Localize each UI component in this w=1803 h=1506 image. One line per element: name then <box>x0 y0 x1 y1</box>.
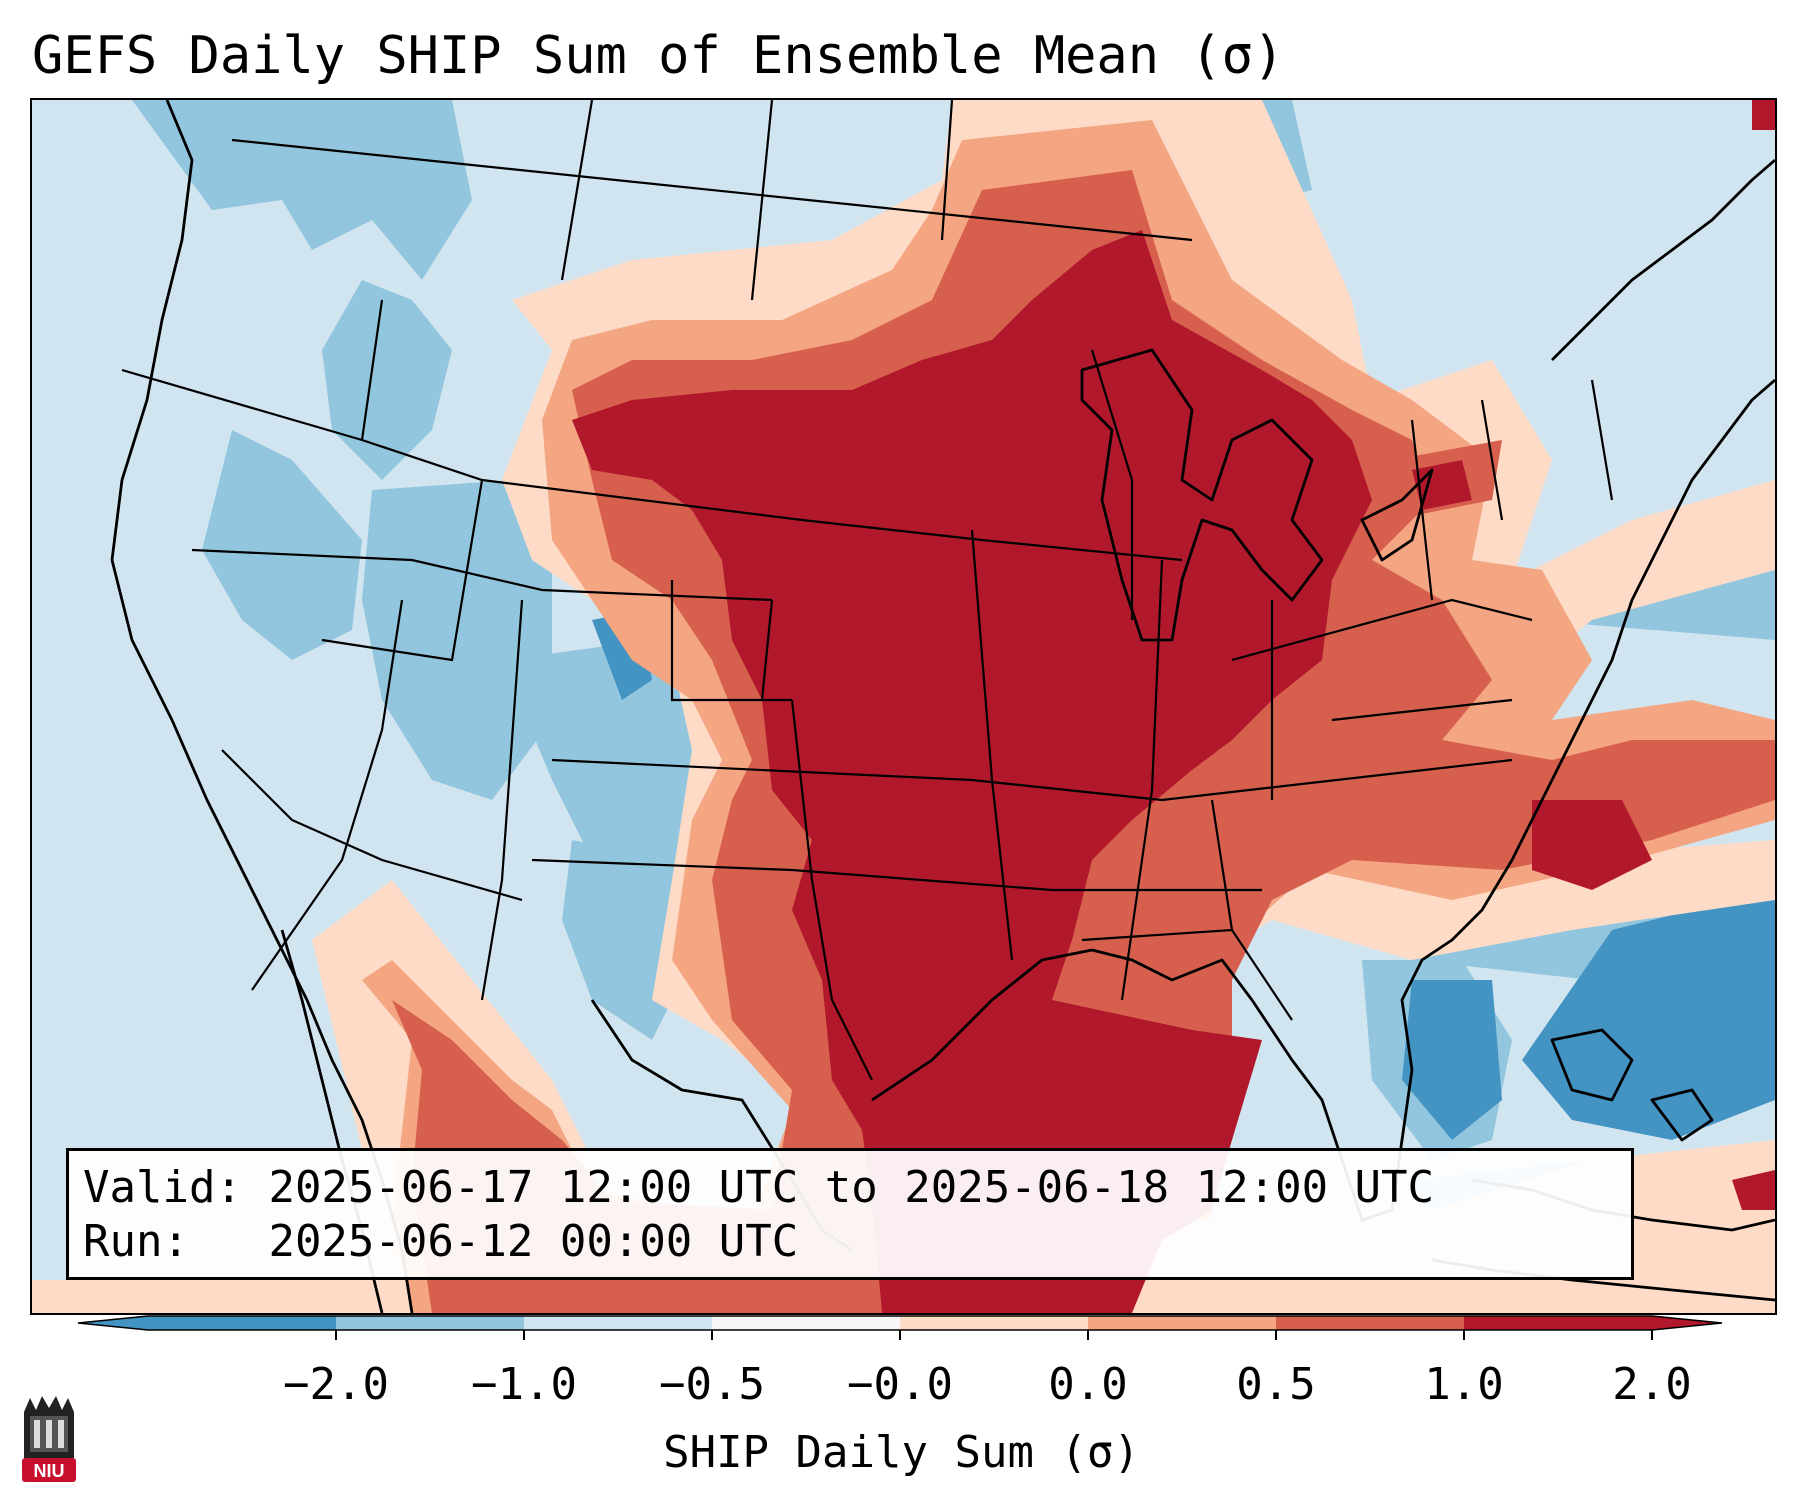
colorbar-segment <box>712 1316 901 1330</box>
valid-value: 2025-06-17 12:00 UTC to 2025-06-18 12:00… <box>268 1162 1435 1213</box>
colorbar-segment <box>1464 1316 1653 1330</box>
colorbar-tick-label: −0.0 <box>847 1359 953 1410</box>
map-panel <box>30 98 1777 1315</box>
colorbar-tick-label: 1.0 <box>1424 1359 1504 1410</box>
colorbar <box>77 1315 1723 1340</box>
state-borders <box>121 100 1614 1081</box>
colorbar-extend-max <box>1652 1316 1722 1330</box>
run-line: Run: 2025-06-12 00:00 UTC <box>83 1215 1617 1269</box>
colorbar-label: SHIP Daily Sum (σ) <box>663 1427 1140 1478</box>
run-label: Run: <box>83 1216 189 1267</box>
run-value: 2025-06-12 00:00 UTC <box>268 1216 799 1267</box>
field-band-deep-red <box>572 100 1775 1313</box>
colorbar-segment <box>524 1316 713 1330</box>
colorbar-tick-label: 0.5 <box>1236 1359 1316 1410</box>
colorbar-tick-label: 2.0 <box>1612 1359 1692 1410</box>
colorbar-segment <box>148 1316 337 1330</box>
svg-text:NIU: NIU <box>34 1461 65 1481</box>
valid-line: Valid: 2025-06-17 12:00 UTC to 2025-06-1… <box>83 1161 1617 1215</box>
colorbar-outline <box>77 1315 1723 1331</box>
colorbar-tick-label: −2.0 <box>283 1359 389 1410</box>
colorbar-segment <box>900 1316 1089 1330</box>
field-band-dark-blue <box>592 610 1775 1140</box>
ship-field-map <box>32 100 1775 1313</box>
map-title: GEFS Daily SHIP Sum of Ensemble Mean (σ) <box>32 26 1285 86</box>
valid-label: Valid: <box>83 1162 242 1213</box>
niu-logo: NIU <box>22 1396 76 1482</box>
colorbar-tick-label: −0.5 <box>659 1359 765 1410</box>
colorbar-tick-label: −1.0 <box>471 1359 577 1410</box>
colorbar-segment <box>336 1316 525 1330</box>
valid-run-info-box: Valid: 2025-06-17 12:00 UTC to 2025-06-1… <box>66 1148 1634 1280</box>
colorbar-segment <box>1088 1316 1277 1330</box>
colorbar-extend-min <box>78 1316 148 1330</box>
colorbar-tick-label: 0.0 <box>1048 1359 1128 1410</box>
colorbar-segment <box>1276 1316 1465 1330</box>
coastlines <box>110 100 1775 1313</box>
